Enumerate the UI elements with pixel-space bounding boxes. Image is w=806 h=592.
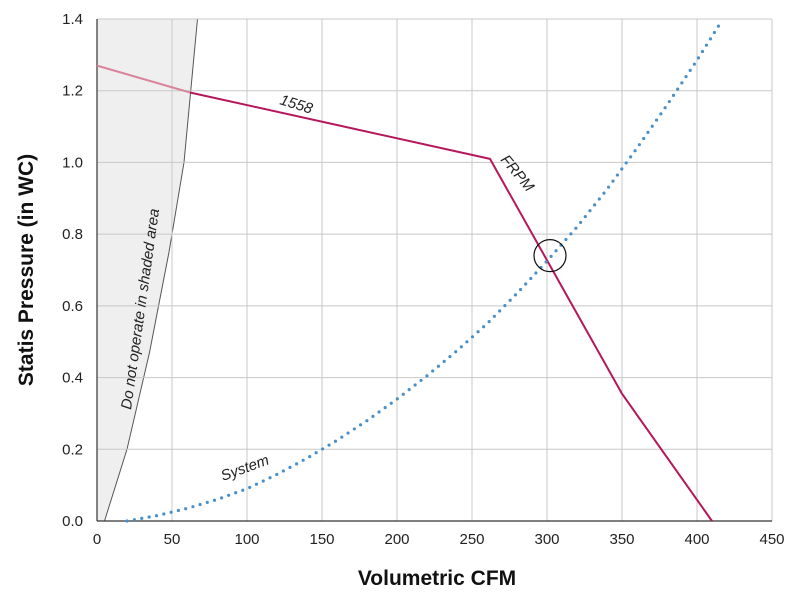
series-line-system [125,22,722,523]
y-tick-label: 0.8 [62,226,83,243]
frpm-label: FRPM [497,152,538,196]
x-tick-label: 100 [234,531,259,548]
y-tick-label: 1.4 [62,11,83,28]
x-tick-label: 300 [534,531,559,548]
x-tick-label: 400 [684,531,709,548]
x-tick-label: 200 [384,531,409,548]
shaded-region-boundary [104,18,198,522]
operating-point-marker [533,239,567,273]
series-line-fan-shaded [96,64,191,94]
x-tick-label: 150 [309,531,334,548]
y-tick-label: 0.0 [62,513,83,530]
y-tick-label: 1.2 [62,83,83,100]
series-line-fan [189,91,713,522]
y-tick-label: 1.0 [62,154,83,171]
x-tick-label: 250 [459,531,484,548]
y-axis-title: Statis Pressure (in WC) [15,154,38,386]
x-tick-label: 350 [609,531,634,548]
y-tick-label: 0.4 [62,370,83,387]
x-axis-title: Volumetric CFM [358,567,516,590]
x-tick-label: 450 [759,531,784,548]
y-tick-label: 0.2 [62,441,83,458]
x-tick-label: 0 [93,531,101,548]
x-tick-label: 50 [164,531,181,548]
y-tick-label: 0.6 [62,298,83,315]
